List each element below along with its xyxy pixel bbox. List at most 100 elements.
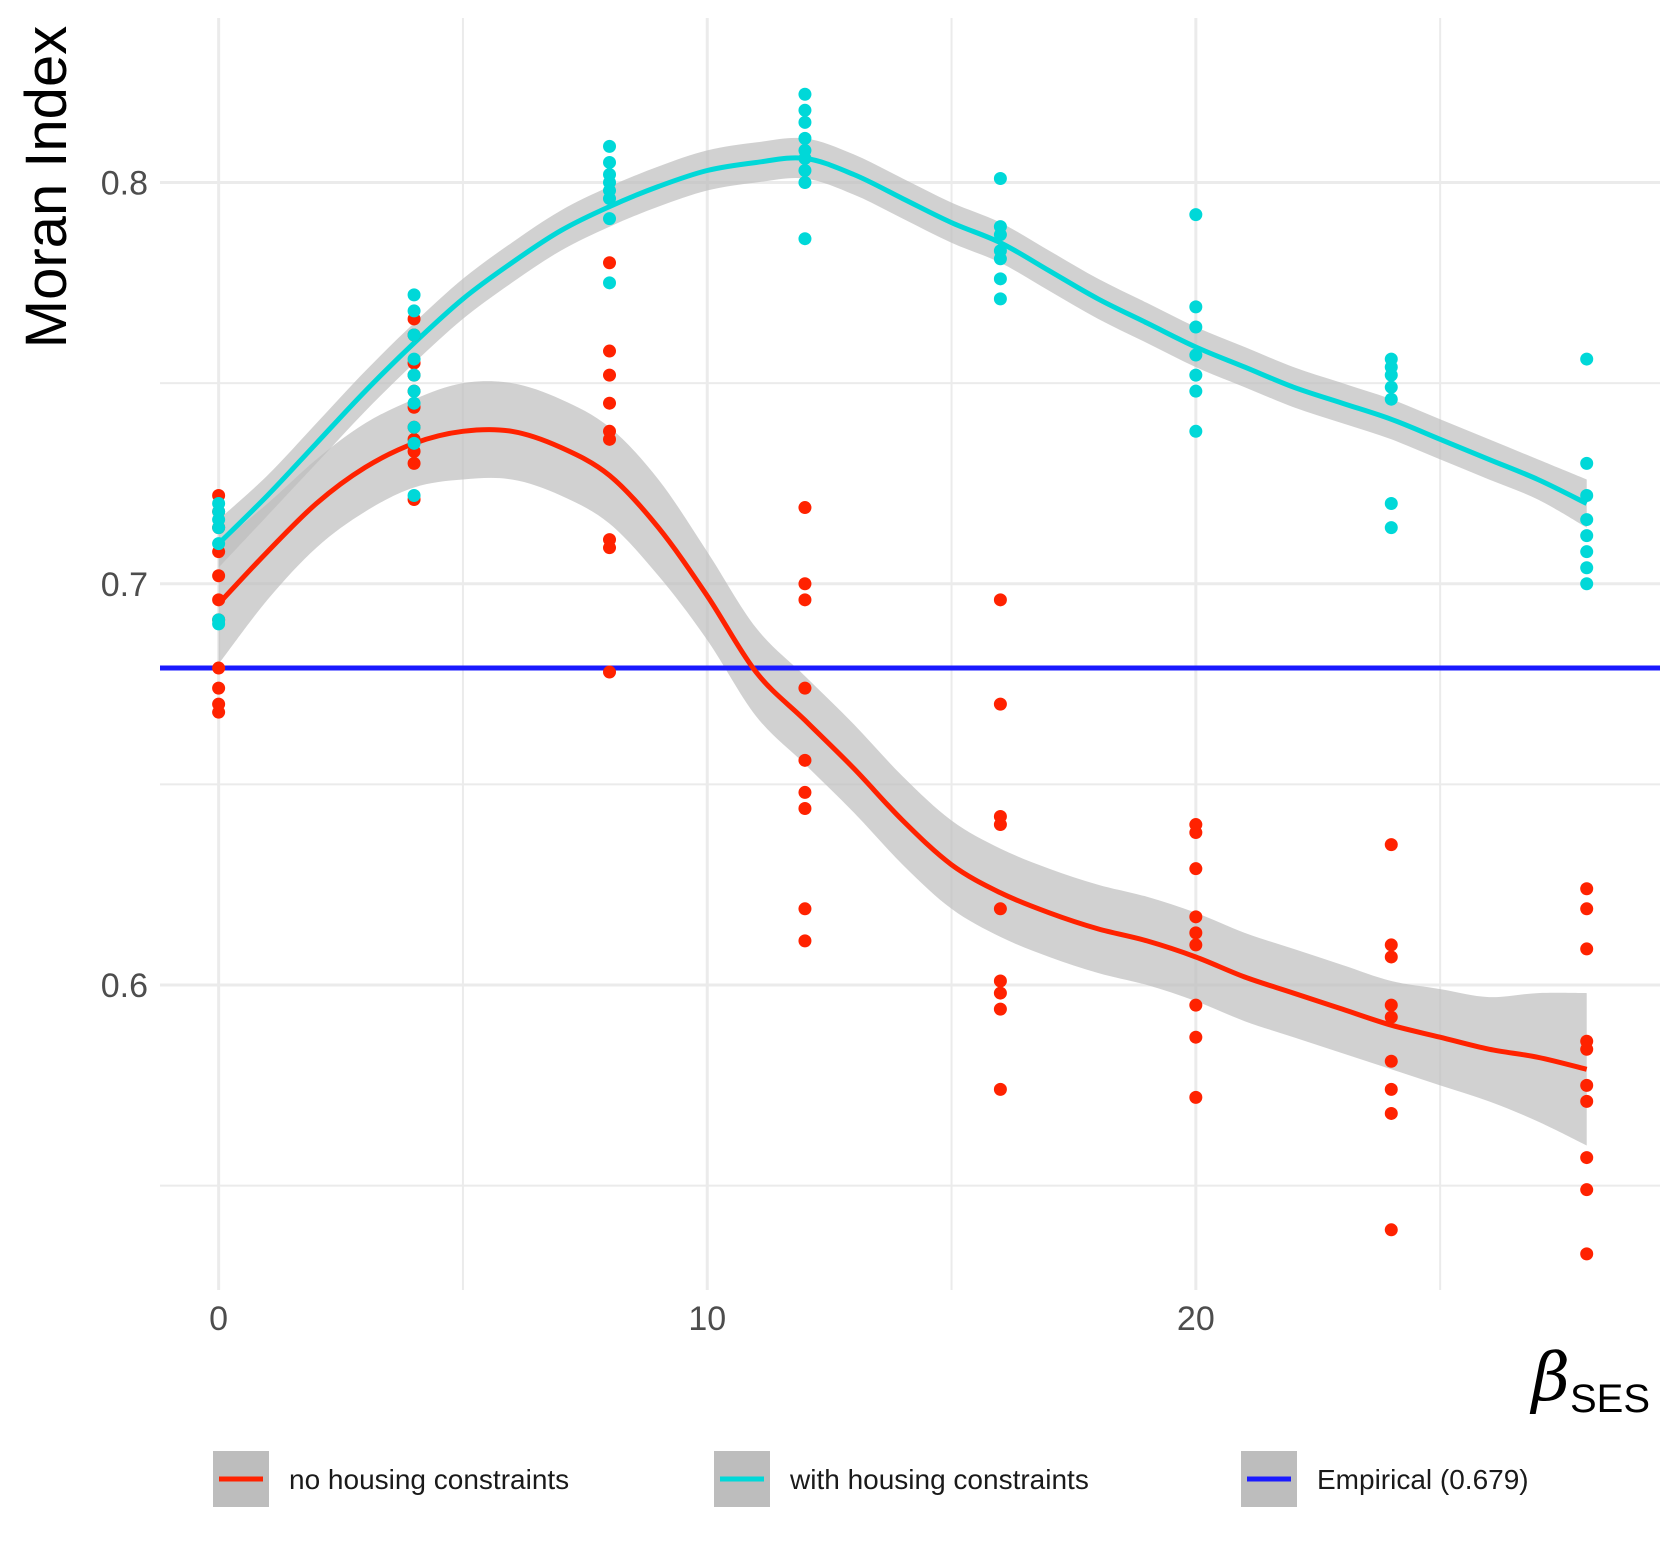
no-housing-constraints-point [1384, 1010, 1398, 1024]
with-housing-constraints-point [993, 272, 1007, 286]
legend-item-empirical-0-679: Empirical (0.679) [1241, 1451, 1529, 1507]
x-tick-label: 20 [1177, 1300, 1215, 1338]
no-housing-constraints-point [1384, 1223, 1398, 1237]
legend: no housing constraints with housing const… [213, 1451, 1529, 1507]
with-housing-constraints-point [993, 252, 1007, 266]
no-housing-constraints-point [1580, 882, 1594, 896]
with-housing-constraints-point [1580, 577, 1594, 591]
with-housing-constraints-confidence-band [218, 137, 1587, 568]
no-housing-constraints-point [1189, 926, 1203, 940]
with-housing-constraints-point [1580, 529, 1594, 543]
with-housing-constraints-point [603, 212, 617, 226]
no-housing-constraints-point [603, 256, 617, 270]
with-housing-constraints-point [1580, 513, 1594, 527]
with-housing-constraints-point [212, 521, 226, 535]
with-housing-constraints-point [1189, 320, 1203, 334]
no-housing-constraints-point [798, 577, 812, 591]
with-housing-constraints-point [1189, 300, 1203, 314]
no-housing-constraints-point [212, 661, 226, 675]
no-housing-constraints-point [993, 986, 1007, 1000]
no-housing-constraints-point [993, 974, 1007, 988]
x-tick-label: 0 [209, 1300, 228, 1338]
no-housing-constraints-point [603, 432, 617, 446]
with-housing-constraints-point [798, 103, 812, 117]
no-housing-constraints-point [1189, 862, 1203, 876]
no-housing-constraints-point [993, 902, 1007, 916]
no-housing-constraints-point [798, 801, 812, 815]
no-housing-constraints-point [798, 753, 812, 767]
no-housing-constraints-point [993, 593, 1007, 607]
no-housing-constraints-confidence-band [218, 381, 1587, 1146]
legend-label: Empirical (0.679) [1317, 1464, 1529, 1495]
with-housing-constraints-point [1580, 489, 1594, 503]
with-housing-constraints-point [798, 232, 812, 246]
with-housing-constraints-point [798, 131, 812, 145]
with-housing-constraints-point [407, 436, 421, 450]
x-tick-label: 10 [688, 1300, 726, 1338]
with-housing-constraints-point [407, 304, 421, 318]
no-housing-constraints-point [798, 681, 812, 695]
legend-label: with housing constraints [789, 1464, 1089, 1495]
with-housing-constraints-point [407, 368, 421, 382]
no-housing-constraints-point [1189, 910, 1203, 924]
no-housing-constraints-point [1580, 1183, 1594, 1197]
x-axis-label-subscript: SES [1570, 1377, 1650, 1421]
with-housing-constraints-point [1580, 545, 1594, 559]
no-housing-constraints-point [1189, 1090, 1203, 1104]
no-housing-constraints-point [1384, 1054, 1398, 1068]
legend-label: no housing constraints [289, 1464, 569, 1495]
with-housing-constraints-point [407, 489, 421, 503]
with-housing-constraints-point [407, 288, 421, 302]
no-housing-constraints-point [212, 681, 226, 695]
with-housing-constraints-point [212, 617, 226, 631]
no-housing-constraints-point [1189, 1030, 1203, 1044]
no-housing-constraints-point [1384, 838, 1398, 852]
no-housing-constraints-point [603, 665, 617, 679]
no-housing-constraints-point [407, 456, 421, 470]
with-housing-constraints-point [407, 384, 421, 398]
no-housing-constraints-point [1189, 826, 1203, 840]
with-housing-constraints-point [603, 192, 617, 206]
with-housing-constraints-point [1189, 208, 1203, 222]
no-housing-constraints-point [212, 569, 226, 583]
no-housing-constraints-point [1580, 1042, 1594, 1056]
no-housing-constraints-point [993, 818, 1007, 832]
no-housing-constraints-point [1189, 938, 1203, 952]
y-tick-label: 0.7 [101, 566, 148, 604]
no-housing-constraints-point [993, 1082, 1007, 1096]
with-housing-constraints-point [1189, 384, 1203, 398]
no-housing-constraints-point [603, 368, 617, 382]
y-tick-label: 0.8 [101, 165, 148, 203]
no-housing-constraints-point [1580, 942, 1594, 956]
no-housing-constraints-point [1384, 1106, 1398, 1120]
with-housing-constraints-point [407, 420, 421, 434]
with-housing-constraints-point [798, 151, 812, 165]
no-housing-constraints-point [798, 785, 812, 799]
no-housing-constraints-point [993, 1002, 1007, 1016]
no-housing-constraints-point [1189, 998, 1203, 1012]
x-axis-label-symbol: β [1529, 1339, 1570, 1416]
no-housing-constraints-point [212, 705, 226, 719]
no-housing-constraints-point [1384, 1082, 1398, 1096]
with-housing-constraints-point [798, 87, 812, 101]
no-housing-constraints-point [603, 541, 617, 555]
with-housing-constraints-point [1580, 352, 1594, 366]
with-housing-constraints-point [407, 352, 421, 366]
with-housing-constraints-point [1384, 497, 1398, 511]
x-tick-labels: 0 10 20 [209, 1300, 1215, 1338]
no-housing-constraints-point [1580, 1247, 1594, 1261]
smooth-curves [216, 155, 1588, 1072]
with-housing-constraints-point [798, 115, 812, 129]
no-housing-constraints-point [603, 396, 617, 410]
no-housing-constraints-point [798, 902, 812, 916]
no-housing-constraints-point [1580, 1151, 1594, 1165]
no-housing-constraints-point [798, 501, 812, 515]
with-housing-constraints-point [1189, 348, 1203, 362]
with-housing-constraints-point [1189, 424, 1203, 438]
with-housing-constraints-point [993, 292, 1007, 306]
with-housing-constraints-point [603, 155, 617, 169]
no-housing-constraints-point [1580, 902, 1594, 916]
with-housing-constraints-point [603, 139, 617, 153]
with-housing-constraints-point [993, 172, 1007, 186]
